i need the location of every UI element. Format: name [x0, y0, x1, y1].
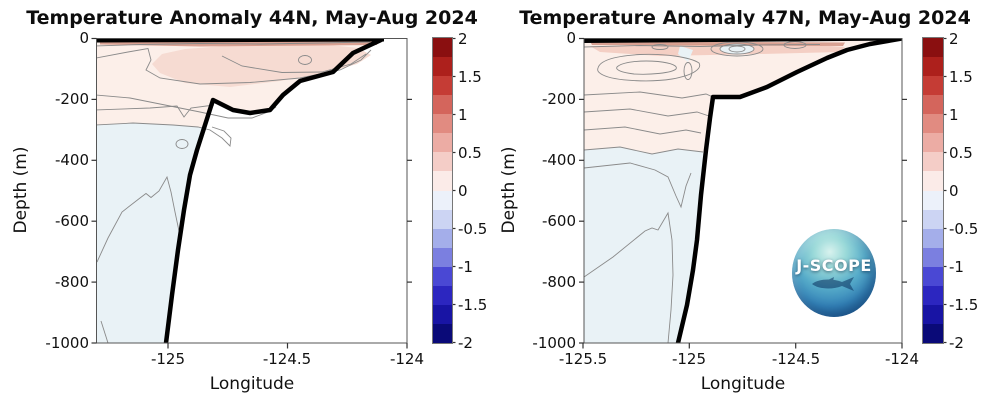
panel1-axis-ticks: [91, 37, 456, 349]
y-tick-label: -400: [541, 151, 576, 169]
y-tick-label: -600: [54, 212, 89, 230]
panel2-fill-regions: [584, 38, 902, 343]
fish-icon: [812, 277, 854, 291]
panel2-axis-ticks: [579, 37, 947, 349]
colorbar-tick-label: -2: [949, 333, 964, 352]
colorbar-tick-label: 0.5: [949, 143, 973, 162]
y-tick-label: -1000: [532, 334, 576, 352]
x-tick-label: -124.5: [771, 350, 821, 368]
colorbar-tick-label: -0.5: [949, 219, 979, 238]
colorbar-tick-label: -1: [949, 257, 964, 276]
x-tick-label: -125: [150, 350, 186, 368]
colorbar-tick-label: 0.5: [458, 143, 482, 162]
colorbar-tick-label: 2: [458, 29, 468, 48]
colorbar-44n: [432, 37, 453, 344]
panel2-contour-lines: [584, 41, 821, 343]
colorbar-tick-label: -1: [458, 257, 473, 276]
panel1-axes-box: [96, 38, 408, 344]
colorbar-tick-label: -1.5: [458, 295, 488, 314]
jscope-logo: J-SCOPE: [792, 229, 876, 317]
y-tick-label: 0: [79, 29, 89, 47]
x-axis-label: Longitude: [209, 374, 295, 394]
colorbar-tick-label: -0.5: [458, 219, 488, 238]
x-axis-label: Longitude: [700, 374, 786, 394]
page-title-44n: Temperature Anomaly 44N, May-Aug 2024: [26, 7, 478, 29]
colorbar-tick-label: 2: [949, 29, 959, 48]
colorbar-47n: [922, 37, 944, 344]
y-tick-label: -200: [54, 90, 89, 108]
y-tick-label: 0: [566, 29, 576, 47]
colorbar-tick-label: 1: [458, 105, 468, 124]
colorbar-tick-label: 0: [458, 181, 468, 200]
bathymetry-line: [163, 38, 384, 343]
surface-line: [96, 38, 385, 43]
x-tick-label: -124: [884, 350, 920, 368]
y-tick-label: -1000: [45, 334, 89, 352]
y-tick-label: -600: [541, 212, 576, 230]
x-tick-label: -124: [389, 350, 425, 368]
colorbar-tick-label: -1.5: [949, 295, 979, 314]
y-tick-label: -400: [54, 151, 89, 169]
colorbar-tick-label: 1: [949, 105, 959, 124]
colorbar-tick-label: 1.5: [949, 67, 973, 86]
panel2-axes-box: [583, 38, 903, 344]
x-tick-label: -124.5: [262, 350, 312, 368]
y-tick-label: -800: [541, 273, 576, 291]
bathymetry-line: [675, 38, 902, 343]
colorbar-tick-label: 0: [949, 181, 959, 200]
colorbar-tick-label: -2: [458, 333, 473, 352]
colorbar-tick-label: 1.5: [458, 67, 482, 86]
page-title-47n: Temperature Anomaly 47N, May-Aug 2024: [519, 7, 971, 29]
y-tick-label: -200: [541, 90, 576, 108]
panel1-fill-regions: [96, 39, 383, 343]
panel1-contour-lines: [96, 41, 372, 343]
x-tick-label: -125: [671, 350, 707, 368]
x-tick-label: -125.5: [558, 350, 608, 368]
logo-text: J-SCOPE: [796, 256, 872, 275]
y-tick-label: -800: [54, 273, 89, 291]
panel1-bathymetry: [96, 38, 385, 343]
